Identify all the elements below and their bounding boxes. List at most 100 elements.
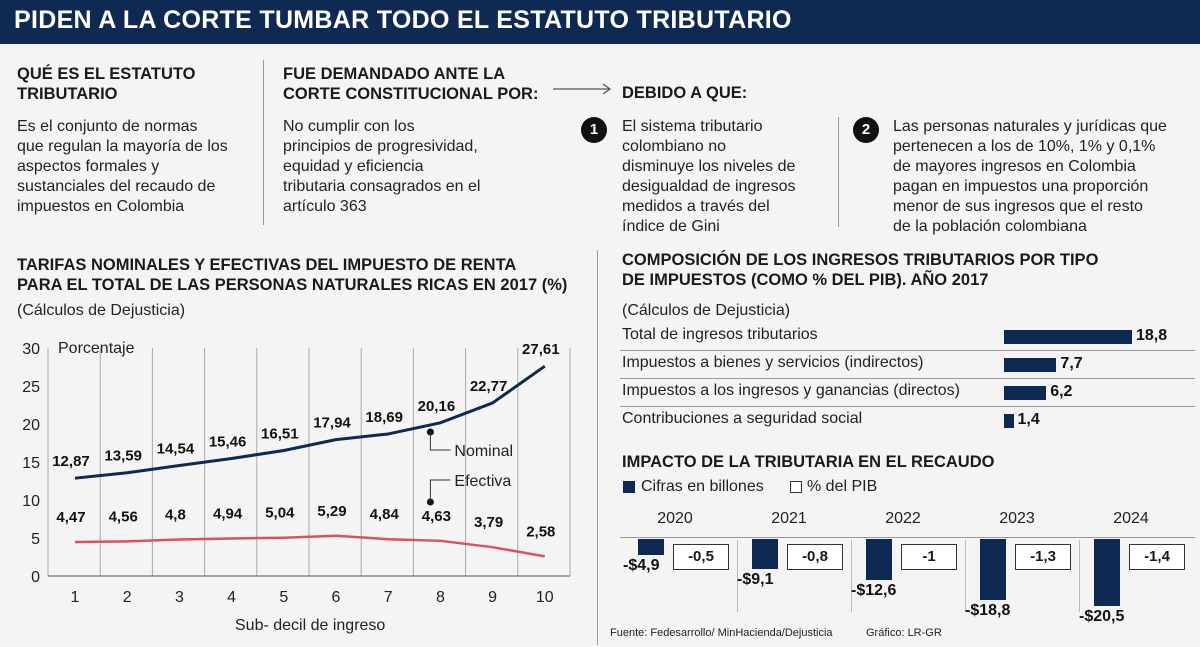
y-tick-label: 25 [22,379,40,396]
data-label: 27,61 [522,341,560,358]
efectiva-label: Efectiva [454,473,511,490]
comp-bar [1004,414,1014,428]
data-label: 4,47 [56,509,85,526]
data-label: 20,16 [418,398,456,415]
comp-chart-title: COMPOSICIÓN DE LOS INGRESOS TRIBUTARIOS … [622,250,1098,290]
reason-2-line: pagan en impuestos una proporción [893,178,1149,195]
line-chart-title-1: TARIFAS NOMINALES Y EFECTIVAS DEL IMPUES… [17,256,517,274]
impact-pib-box: -0,5 [673,544,729,570]
legend-billions-label: Cifras en billones [641,478,764,495]
annotation-leader [429,479,451,502]
x-tick-label: 8 [436,589,445,606]
x-tick-label: 10 [536,589,554,606]
comp-category-label: Impuestos a bienes y servicios (indirect… [622,354,924,371]
x-tick-label: 9 [488,589,497,606]
impact-year-label: 2021 [771,510,807,527]
comp-bar-value: 18,8 [1136,327,1168,344]
line-chart-title-2: PARA EL TOTAL DE LAS PERSONAS NATURALES … [17,276,568,294]
comp-category-label: Contribuciones a seguridad social [622,410,863,427]
impact-bar [752,539,778,569]
reason-2-line: Las personas naturales y jurídicas que [893,118,1167,135]
data-label: 16,51 [261,426,299,443]
reason-1-line: disminuye los niveles de [622,158,796,175]
impact-divider [737,540,738,612]
data-label: 3,79 [474,514,503,531]
line-chart-xlabel: Sub- decil de ingreso [235,617,386,634]
demand-body-line: principios de progresividad, [283,138,478,155]
line-chart-source-note: (Cálculos de Dejusticia) [17,302,186,319]
data-label: 4,63 [422,508,451,525]
data-label: 5,04 [265,505,295,522]
what-body-line: que regulan la mayoría de los [17,138,228,155]
reason-2-line: de la población colombiana [893,218,1087,235]
impact-year-label: 2023 [999,510,1035,527]
demand-body-line: equidad y eficiencia [283,158,424,175]
legend-pib-swatch [790,481,802,493]
reason-1-line: colombiano no [622,138,727,155]
what-body-line: sustanciales del recaudo de [17,178,216,195]
divider [838,117,839,227]
impact-bar-value: -$12,6 [851,582,897,600]
what-body: Es el conjunto de normas que regulan la … [17,117,257,217]
data-label: 18,69 [365,409,403,426]
series-line-nominal [74,364,546,480]
because-title: DEBIDO A QUE: [622,84,748,102]
data-label: 15,46 [209,434,247,451]
data-label: 4,8 [165,507,186,524]
data-label: 4,56 [109,508,138,525]
impact-divider [965,540,966,612]
demand-body-line: artículo 363 [283,198,367,215]
data-label: 5,29 [317,503,346,520]
impact-divider [1079,540,1080,612]
what-title-line-2: TRIBUTARIO [17,85,118,103]
demand-title: FUE DEMANDADO ANTE LA CORTE CONSTITUCION… [283,64,538,104]
data-label: 2,58 [526,523,555,540]
data-label: 22,77 [470,378,508,395]
divider [263,60,264,225]
line-chart-ylabel: Porcentaje [58,340,135,357]
y-tick-label: 20 [22,417,40,434]
y-tick-label: 5 [31,531,40,548]
demand-body-line: No cumplir con los [283,118,415,135]
comp-bar [1004,386,1047,400]
data-label: 17,94 [313,415,351,432]
impact-divider [851,540,852,612]
comp-chart-title-1: COMPOSICIÓN DE LOS INGRESOS TRIBUTARIOS … [622,251,1099,269]
impact-baseline [620,537,1195,538]
reason-2-badge: 2 [853,117,879,143]
what-title-line-1: QUÉ ES EL ESTATUTO [17,65,196,83]
legend-billions-swatch [623,481,635,493]
data-label: 4,84 [370,506,400,523]
x-tick-label: 7 [384,589,393,606]
y-tick-label: 15 [22,455,40,472]
impact-chart-title: IMPACTO DE LA TRIBUTARIA EN EL RECAUDO [622,453,995,471]
comp-category-label: Impuestos a los ingresos y ganancias (di… [622,382,960,399]
demand-title-line-1: FUE DEMANDADO ANTE LA [283,65,506,83]
y-tick-label: 30 [22,341,40,358]
demand-title-line-2: CORTE CONSTITUCIONAL POR: [283,85,539,103]
what-body-line: aspectos formales y [17,158,160,175]
header-bar: PIDEN A LA CORTE TUMBAR TODO EL ESTATUTO… [0,0,1200,44]
impact-pib-box: -1,4 [1129,544,1185,570]
impact-pib-box: -1,3 [1015,544,1071,570]
row-divider [620,406,1195,407]
row-divider [620,350,1195,351]
comp-chart-title-2: DE IMPUESTOS (COMO % DEL PIB). AÑO 2017 [622,271,989,289]
divider [597,250,598,645]
reason-2-line: pertenecen a los de 10%, 1% y 0,1% [893,138,1156,155]
footer-source: Fuente: Fedesarrollo/ MinHacienda/Dejust… [610,627,833,639]
reason-2-line: menor de sus ingresos que el resto [893,198,1143,215]
reason-1-body: El sistema tributario colombiano no dism… [622,117,832,237]
reason-1-line: desigualdad de ingresos [622,178,796,195]
impact-pib-box: -1 [901,544,957,570]
y-tick-label: 10 [22,493,40,510]
comp-bar [1004,330,1132,344]
x-tick-label: 2 [123,589,132,606]
demand-body: No cumplir con los principios de progres… [283,117,543,217]
x-tick-label: 5 [279,589,288,606]
reason-2-body: Las personas naturales y jurídicas que p… [893,117,1193,237]
reason-1-badge: 1 [581,117,607,143]
annotation-leader [429,432,451,451]
